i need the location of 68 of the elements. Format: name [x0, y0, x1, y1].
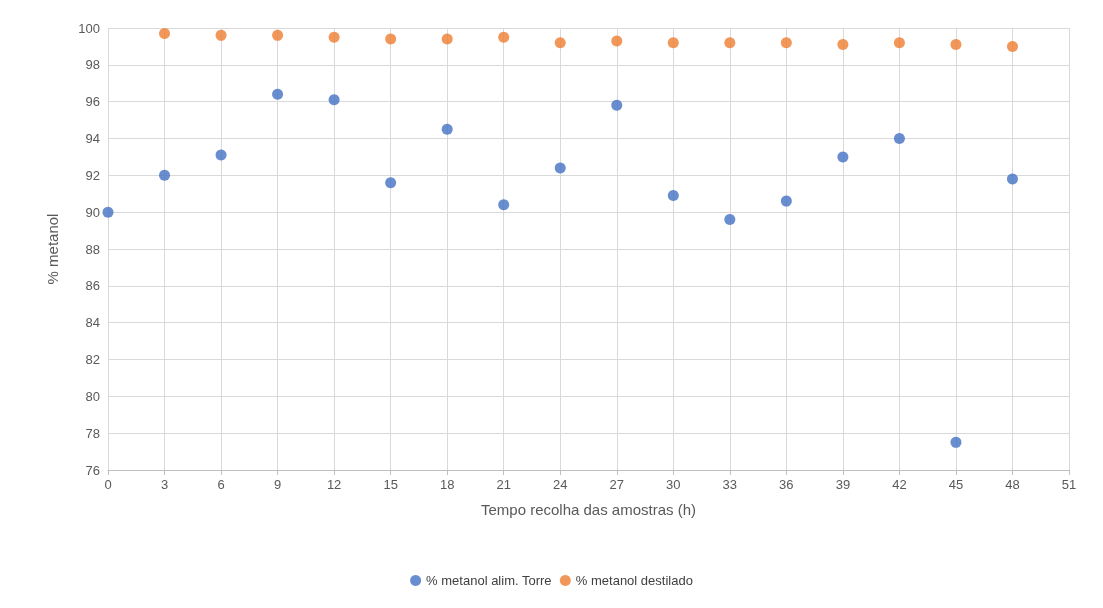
x-tick-label: 42 [892, 477, 907, 492]
point [441, 123, 453, 135]
y-tick-label: 80 [85, 388, 100, 404]
point [611, 99, 623, 111]
y-tick-label: 82 [85, 352, 100, 367]
point [102, 206, 114, 218]
point [724, 37, 736, 49]
y-tick-label: 76 [85, 462, 100, 478]
x-tick-label: 48 [1005, 477, 1020, 492]
point [385, 33, 397, 45]
point [554, 162, 566, 174]
y-tick-label: 78 [85, 425, 100, 441]
y-tick-label: 90 [85, 204, 100, 220]
point [385, 177, 397, 189]
point [837, 39, 849, 51]
point [272, 29, 284, 41]
x-tick-label: 36 [779, 477, 794, 492]
x-tick-label: 12 [326, 477, 342, 492]
point [215, 29, 227, 41]
point [950, 436, 962, 448]
point [780, 37, 792, 49]
x-tick-label: 51 [1061, 477, 1077, 492]
point [272, 88, 284, 100]
point [667, 37, 679, 49]
x-tick-label: 24 [553, 477, 568, 492]
point [159, 169, 171, 181]
point [159, 28, 171, 40]
point [893, 133, 905, 144]
point [950, 39, 962, 51]
y-tick-label: 88 [85, 241, 100, 257]
x-tick-label: 15 [383, 477, 398, 492]
y-tick-label: 98 [85, 57, 100, 73]
x-tick-label: 27 [609, 477, 624, 492]
point [328, 94, 340, 106]
legend-label: % metanol alim. Torre [426, 573, 552, 588]
point [724, 214, 736, 226]
point [780, 195, 792, 207]
y-tick-label: 94 [85, 131, 100, 146]
x-tick-label: 45 [948, 477, 964, 492]
x-tick-label: 6 [217, 477, 225, 492]
point [1006, 40, 1018, 52]
point [611, 35, 623, 47]
x-axis-title: Tempo recolha das amostras (h) [480, 501, 697, 518]
x-tick-label: 21 [496, 477, 511, 492]
y-tick-label: 84 [85, 315, 100, 331]
y-tick-label: 86 [85, 278, 100, 294]
point [328, 31, 340, 43]
x-tick-label: 33 [722, 477, 738, 492]
x-tick-label: 9 [273, 477, 282, 492]
x-tick-label: 3 [160, 477, 169, 492]
point [837, 151, 849, 163]
x-tick-label: 0 [104, 477, 112, 492]
point [215, 149, 227, 161]
point [498, 31, 510, 43]
point [498, 199, 510, 211]
x-tick-label: 18 [439, 477, 455, 492]
y-tick-label: 96 [85, 94, 100, 110]
point [554, 37, 566, 49]
y-axis-title: % metanol [44, 213, 61, 285]
point [1006, 173, 1018, 185]
x-tick-label: 30 [666, 477, 681, 492]
point [893, 37, 905, 49]
legend-label: % metanol destilado [575, 573, 693, 588]
point [441, 33, 453, 45]
y-tick-label: 100 [78, 20, 100, 36]
y-tick-label: 92 [85, 167, 100, 183]
point [667, 190, 679, 202]
x-tick-label: 39 [835, 477, 851, 492]
